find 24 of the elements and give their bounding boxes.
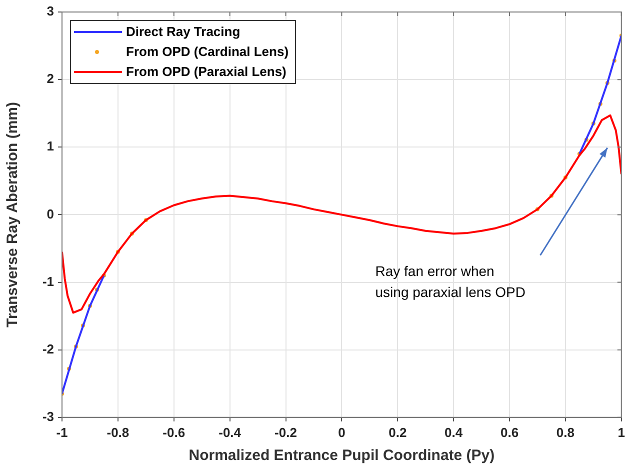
- x-tick-label: 0.4: [444, 424, 464, 440]
- x-tick-label: 0.6: [500, 424, 519, 440]
- x-tick-label: 0: [338, 424, 346, 440]
- annotation: Ray fan error when using paraxial lens OPD: [375, 263, 526, 300]
- legend-label: From OPD (Paraxial Lens): [126, 63, 286, 81]
- x-tick-label: -1: [56, 424, 68, 440]
- y-tick-label: -3: [42, 408, 54, 424]
- x-tick-label: 0.2: [388, 424, 407, 440]
- x-tick-label: 0.8: [556, 424, 574, 440]
- y-tick-label: 2: [46, 71, 54, 86]
- y-tick-label: 3: [46, 4, 54, 19]
- x-tick-label: -0.4: [218, 424, 242, 440]
- x-tick-label: -0.8: [106, 424, 130, 440]
- x-tick-label: 1: [618, 424, 625, 440]
- y-tick-label: 0: [46, 206, 54, 222]
- y-tick-label: 1: [46, 138, 54, 154]
- y-axis-title: Transverse Ray Aberation (mm): [4, 102, 22, 328]
- x-axis-title: Normalized Entrance Pupil Coordinate (Py): [188, 447, 495, 464]
- x-tick-label: -0.2: [274, 424, 297, 440]
- legend-label: Direct Ray Tracing: [126, 23, 240, 41]
- y-tick-label: -1: [42, 274, 54, 289]
- x-tick-label: -0.6: [162, 424, 186, 440]
- y-tick-label: -2: [42, 341, 54, 356]
- legend-label: From OPD (Cardinal Lens): [126, 43, 289, 61]
